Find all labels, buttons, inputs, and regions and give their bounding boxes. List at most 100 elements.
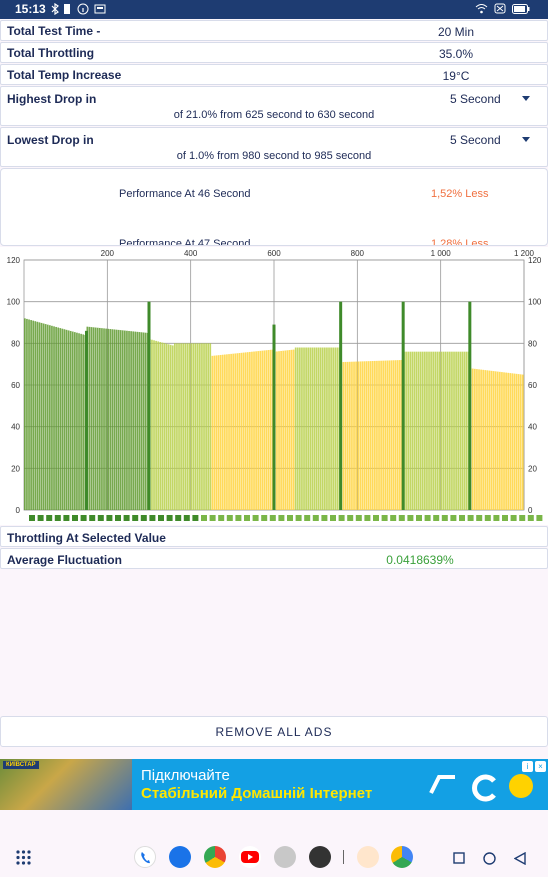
recents-icon[interactable] (453, 852, 465, 864)
chart-bar (440, 351, 443, 510)
y-tick-label-left: 40 (11, 423, 20, 432)
battery-icon (512, 3, 530, 14)
chart-bar (138, 332, 141, 510)
selector-square (244, 515, 250, 521)
chart-bar (124, 330, 126, 510)
y-tick-label-left: 0 (16, 506, 21, 515)
chart-bar (199, 343, 201, 510)
dock-divider (343, 850, 344, 864)
chart-bar (386, 360, 389, 510)
chart-bar (240, 352, 243, 510)
throttling-selected-row: Throttling At Selected Value (0, 526, 548, 547)
performance-label: Performance At 46 Second (119, 188, 251, 200)
back-icon[interactable] (514, 852, 526, 865)
performance-list[interactable]: Performance At 46 Second 1,52% Less Perf… (0, 168, 548, 246)
chart-bar (374, 360, 376, 510)
total-test-time-label: Total Test Time - (7, 24, 101, 38)
chart-bar (109, 329, 112, 510)
selector-square (149, 515, 156, 521)
messages-icon[interactable] (169, 846, 191, 868)
chart-bar (55, 326, 57, 510)
chart-bar (165, 343, 168, 510)
chart-bar (238, 353, 241, 510)
chart-bar (482, 369, 485, 510)
highest-drop-select[interactable]: 5 Second (450, 92, 501, 106)
chart-bar (71, 331, 74, 510)
chart-bar (430, 351, 432, 510)
y-tick-label-right: 0 (528, 506, 533, 515)
ad-subheadline: Стабільний Домашній Інтернет (141, 785, 373, 802)
selector-square (235, 515, 242, 521)
chart-bar (380, 360, 382, 510)
chart-bar (49, 325, 51, 510)
selector-square (29, 515, 35, 521)
drive-icon[interactable] (391, 846, 413, 868)
lowest-drop-label: Lowest Drop in (7, 133, 94, 147)
chart-bar (471, 368, 474, 510)
chart-bar (59, 328, 62, 510)
remove-ads-button[interactable]: REMOVE ALL ADS (0, 716, 548, 747)
chevron-down-icon[interactable] (522, 96, 530, 101)
selector-square (261, 515, 268, 521)
chart-bar (186, 343, 189, 510)
selector-square (278, 515, 285, 521)
chart-bar (382, 360, 385, 510)
chart-bar (203, 343, 205, 510)
average-fluctuation-value: 0.0418639% (386, 553, 454, 567)
camera-icon[interactable] (309, 846, 331, 868)
app-drawer-icon[interactable] (16, 850, 31, 865)
chart-bar (315, 347, 318, 510)
chart-bar (224, 354, 226, 510)
lowest-drop-select[interactable]: 5 Second (450, 133, 501, 147)
selector-square (115, 515, 121, 521)
chart-bar (207, 343, 210, 510)
y-tick-label-left: 60 (11, 381, 20, 390)
settings-icon[interactable] (274, 846, 296, 868)
chrome-icon[interactable] (204, 846, 226, 868)
chart-bar (103, 328, 105, 510)
selector-square (218, 515, 225, 521)
chart-bar (263, 350, 266, 510)
recent-app-icon[interactable] (357, 846, 379, 868)
total-temp-value: 19°C (442, 69, 470, 83)
ad-choices[interactable]: i × (522, 761, 546, 772)
chart-bar (246, 352, 249, 510)
chart-bar (334, 347, 337, 510)
chart-bar (144, 332, 147, 510)
ad-banner[interactable]: КИЇВСТАР Підключайте Стабільний Домашній… (0, 759, 548, 810)
selector-square (536, 515, 543, 521)
chart-bar (269, 349, 272, 510)
chart-bar (367, 361, 370, 510)
selector-square (54, 515, 61, 521)
fiber-logo-icon (472, 774, 496, 802)
chart-bar (174, 343, 176, 510)
selector-square (201, 515, 207, 521)
chart-bar (349, 361, 351, 510)
selector-square (519, 515, 526, 521)
selector-square (166, 515, 173, 521)
y-tick-label-right: 80 (528, 339, 537, 348)
chart-bar (101, 328, 103, 510)
selector-square (287, 515, 293, 521)
selector-square (398, 515, 405, 521)
performance-chart[interactable]: 0 0 20 20 40 40 60 60 80 80 100 100 120 120 200 400 600 8… (0, 247, 548, 525)
chart-bar (53, 326, 55, 510)
x-tick-label: 1 000 (431, 249, 452, 258)
phone-icon[interactable] (134, 846, 156, 868)
chevron-down-icon[interactable] (522, 137, 530, 142)
chart-bar (480, 369, 482, 510)
chart-bar (390, 360, 393, 510)
selector-square (467, 515, 474, 521)
selector-square (433, 515, 440, 521)
chart-svg[interactable]: 0 0 20 20 40 40 60 60 80 80 100 100 120 120 200 400 600 8… (0, 247, 548, 525)
chart-bar (513, 373, 516, 510)
youtube-icon[interactable] (239, 846, 261, 868)
info-icon[interactable]: i (522, 761, 533, 772)
close-icon[interactable]: × (535, 761, 546, 772)
chart-bar (309, 347, 312, 510)
selector-square (484, 515, 491, 521)
home-icon[interactable] (483, 852, 496, 865)
chart-bar (407, 351, 410, 510)
chart-bar (355, 361, 357, 510)
navigation-bar (0, 838, 548, 877)
